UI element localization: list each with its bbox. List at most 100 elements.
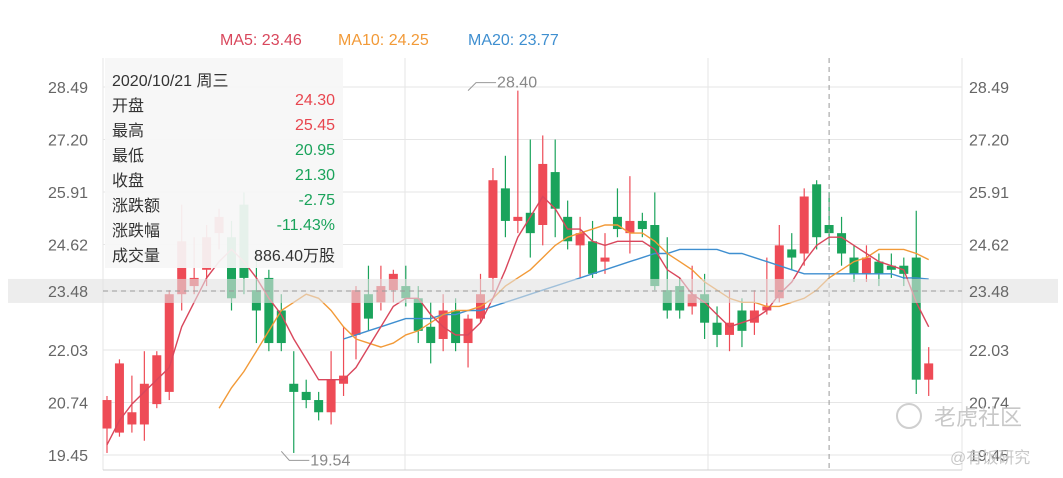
y-tick-label-left: 28.49: [48, 80, 88, 97]
y-tick-label-right: 25.91: [969, 185, 1009, 202]
candle-body: [264, 277, 274, 344]
candle-body: [463, 318, 473, 344]
candle-body: [837, 233, 847, 254]
watermark-icon: [896, 403, 922, 429]
candle-body: [762, 306, 772, 311]
candle-body: [774, 245, 784, 299]
ma-legend: MA5: 23.46 MA10: 24.25 MA20: 23.77: [0, 32, 1063, 54]
tooltip-row-label: 成交量: [112, 248, 161, 265]
y-tick-label-left: 25.91: [48, 185, 88, 202]
candle-body: [637, 220, 647, 230]
tooltip-date: 2020/10/21 周三: [112, 73, 229, 90]
candle-body: [438, 310, 448, 339]
candle-body: [600, 257, 610, 262]
candle-body: [650, 225, 660, 287]
tooltip-row-value: -2.75: [298, 192, 335, 209]
tooltip-row-value: -11.43%: [276, 217, 335, 234]
annotation-leader: [280, 451, 310, 461]
candle-body: [861, 257, 871, 274]
y-tick-label-right: 24.62: [969, 238, 1009, 255]
candle-body: [301, 391, 311, 401]
y-tick-label-right: 22.03: [969, 343, 1009, 360]
y-tick-label-left: 27.20: [48, 133, 88, 150]
price-annotations: 28.40 19.54: [280, 75, 537, 469]
candle-body: [276, 310, 286, 344]
candle-body: [849, 257, 859, 274]
candle-body: [102, 400, 112, 429]
candle-body: [500, 188, 510, 221]
watermark-main: 老虎社区: [934, 405, 1023, 430]
candle-body: [799, 196, 809, 254]
tooltip-row-value: 21.30: [294, 167, 335, 184]
y-tick-label-right: 28.49: [969, 80, 1009, 97]
tooltip-row-label: 涨跌额: [112, 198, 161, 215]
crosshair-band: [8, 278, 1058, 303]
candle-body: [139, 383, 149, 425]
candle-body: [787, 249, 797, 258]
y-tick-label-left: 22.03: [48, 343, 88, 360]
candle-body: [612, 216, 622, 230]
candle-body: [625, 220, 635, 234]
candle-body: [550, 172, 560, 209]
tooltip-row-label: 收盘: [112, 173, 145, 190]
candle-body: [538, 163, 548, 225]
tooltip-row: 最低 20.95: [112, 142, 335, 166]
y-tick-label-right: 23.48: [969, 284, 1009, 301]
candle-body: [749, 310, 759, 323]
candle-body: [575, 233, 585, 246]
tooltip-row-label: 开盘: [112, 98, 145, 115]
candle-body: [314, 400, 324, 413]
annotation-label: 28.40: [497, 75, 537, 92]
y-tick-label-left: 24.62: [48, 238, 88, 255]
legend-ma5: MA5: 23.46: [220, 32, 302, 49]
ohlc-tooltip: 2020/10/21 周三 开盘 24.30 最高 25.45 最低 20.95 收盘 21.…: [105, 58, 343, 268]
y-tick-label-left: 19.45: [48, 448, 88, 465]
tooltip-row-value: 24.30: [294, 92, 335, 109]
tooltip-row: 涨跌额 -2.75: [112, 192, 335, 216]
candle-body: [874, 261, 884, 274]
tooltip-row-value: 886.40万股: [254, 248, 335, 265]
y-tick-label-left: 23.48: [48, 284, 88, 301]
candle-body: [588, 241, 598, 274]
tooltip-row: 最高 25.45: [112, 117, 335, 141]
candle-body: [725, 322, 734, 335]
candle-body: [289, 383, 299, 392]
candle-body: [127, 412, 137, 425]
candle-body: [700, 294, 710, 323]
tooltip-date-row: 2020/10/21 周三: [112, 67, 335, 91]
annotation-leader: [467, 82, 497, 92]
candle-body: [737, 310, 747, 331]
candle-body: [712, 322, 722, 335]
annotation-label: 19.54: [310, 452, 350, 469]
crosshair: [8, 58, 1058, 470]
tooltip-row-value: 25.45: [294, 117, 335, 134]
tooltip-row-label: 最高: [112, 123, 145, 140]
y-tick-label-right: 27.20: [969, 133, 1009, 150]
candle-body: [363, 294, 373, 319]
tooltip-row: 收盘 21.30: [112, 167, 335, 191]
tooltip-row-label: 涨跌幅: [112, 223, 161, 240]
tooltip-row: 成交量 886.40万股: [112, 242, 335, 266]
legend-ma10: MA10: 24.25: [338, 32, 429, 49]
candle-body: [114, 363, 124, 433]
candle-body: [812, 184, 822, 238]
y-axis-labels: 28.49 27.20 25.91 24.62 23.48 22.03 20.74 19.45…: [48, 80, 1009, 465]
candle-body: [451, 310, 461, 344]
candle-body: [886, 265, 896, 270]
watermark-sub: @有饭研究: [950, 450, 1031, 467]
candle-body: [924, 363, 934, 380]
candle-body: [413, 298, 423, 331]
tooltip-row-label: 最低: [112, 148, 145, 165]
y-tick-label-right: 19.45: [969, 448, 1009, 465]
tooltip-row: 开盘 24.30: [112, 92, 335, 116]
candle-body: [164, 294, 174, 392]
legend-ma20: MA20: 23.77: [468, 32, 559, 49]
candle-body: [488, 180, 498, 278]
candle-body: [911, 257, 921, 380]
candle-body: [426, 326, 436, 344]
tooltip-row: 涨跌幅 -11.43%: [112, 217, 335, 241]
candle-body: [326, 379, 336, 413]
y-tick-label-left: 20.74: [48, 395, 88, 412]
candle-body: [351, 290, 361, 335]
